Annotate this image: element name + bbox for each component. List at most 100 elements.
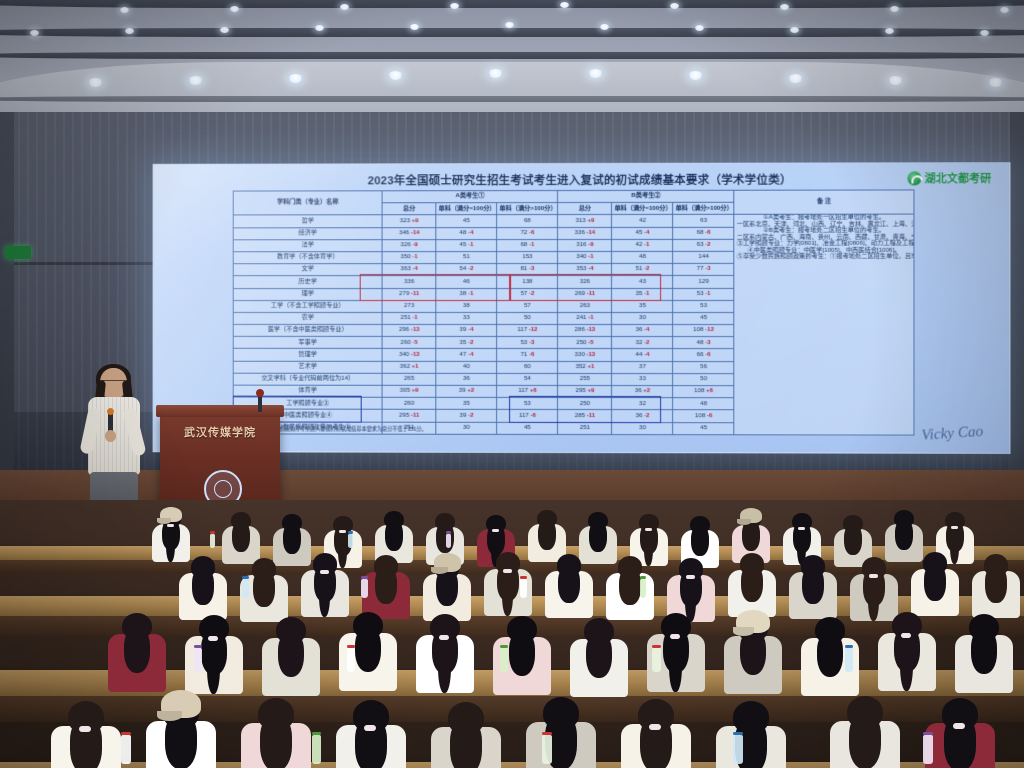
wendu-logo-icon — [907, 171, 922, 186]
bottle-cap — [346, 645, 355, 648]
cap-brim — [157, 518, 172, 524]
cell-a-single100: 47 -4 — [436, 348, 497, 362]
cell-a-single-over100: 81 -3 — [496, 263, 558, 276]
cell-subject: 理学 — [233, 288, 383, 301]
audience-ponytail — [338, 530, 347, 568]
audience-member — [606, 556, 661, 642]
cell-a-total: 363 -4 — [382, 263, 437, 276]
downlight-icon — [788, 73, 803, 83]
audience-member — [415, 614, 483, 720]
audience-member — [335, 700, 417, 768]
downlight-icon — [670, 3, 679, 10]
cell-b-total: 250 -5 — [557, 336, 612, 349]
audience-member — [240, 698, 322, 768]
audience-long-hair — [924, 563, 946, 602]
slide-header: 2023年全国硕士研究生招生考试考生进入复试的初试成绩基本要求（学术学位类） 湖… — [161, 169, 1001, 190]
cell-b-total: 241 -1 — [557, 312, 612, 325]
water-bottle — [194, 648, 203, 672]
cell-b-total: 326 — [557, 275, 612, 289]
downlight-icon — [315, 25, 324, 32]
audience-member — [728, 553, 783, 639]
cell-b-single-over100: 63 — [673, 214, 735, 227]
wall-side-panel-right — [1010, 112, 1024, 532]
audience-ponytail — [950, 526, 959, 564]
cell-a-single100: 40 — [436, 361, 497, 374]
table-row: 哲学 323 +9 45 68 313 +9 42 63 ①A类考生：报考地处一区招生单位的考… — [233, 214, 914, 435]
cell-a-single-over100: 53 -3 — [496, 336, 558, 349]
audience-member — [545, 554, 600, 640]
bottle-cap — [845, 645, 854, 648]
cell-a-total: 305 +9 — [382, 385, 437, 398]
table-group-header-row: 学科门类（专业）名称 A类考生① B类考生② 备 注 — [233, 189, 914, 216]
audience-long-hair — [691, 525, 709, 556]
audience-long-hair — [619, 567, 641, 606]
cell-b-single-over100: 53 -1 — [673, 287, 735, 301]
cell-a-single100: 48 -4 — [436, 227, 497, 240]
slide-title: 2023年全国硕士研究生招生考试考生进入复试的初试成绩基本要求（学术学位类） — [367, 174, 792, 188]
cell-a-total: 340 -13 — [382, 348, 437, 362]
cell-a-single100: 30 — [436, 421, 497, 435]
audience-long-hair — [585, 632, 613, 679]
downlight-icon — [340, 4, 349, 11]
header-b-s1: 单科（满分=100分） — [611, 202, 674, 215]
downlight-icon — [388, 71, 403, 81]
audience-long-hair — [253, 569, 275, 608]
cell-a-single100: 35 — [436, 397, 497, 410]
audience-long-hair — [354, 626, 382, 673]
downlight-icon — [980, 30, 989, 36]
podium-microphone-icon — [256, 389, 264, 412]
audience-member — [430, 702, 512, 768]
cell-a-single-over100: 57 — [496, 300, 558, 313]
cell-a-single100: 36 — [436, 373, 497, 386]
cell-a-single-over100: 68 — [496, 214, 558, 228]
downlight-icon — [1000, 6, 1009, 13]
audience-member — [884, 510, 929, 580]
audience-member — [527, 510, 572, 580]
cell-a-single-over100: 138 — [496, 275, 558, 289]
water-bottle — [346, 648, 355, 672]
bottle-cap — [520, 576, 527, 579]
downlight-icon — [188, 75, 203, 85]
audience-long-hair — [849, 713, 881, 768]
cell-b-total: 286 -13 — [557, 324, 612, 337]
cell-subject: 经济学 — [233, 227, 383, 240]
audience-long-hair — [558, 565, 580, 604]
audience-long-hair — [741, 564, 763, 603]
audience-long-hair — [739, 629, 767, 676]
water-bottle — [361, 579, 368, 598]
downlight-icon — [560, 2, 569, 8]
audience-ponytail — [797, 527, 806, 565]
audience-long-hair — [816, 631, 844, 678]
bottle-cap — [499, 645, 508, 648]
cell-a-single100: 38 -1 — [436, 288, 497, 301]
cell-a-total: 346 -14 — [382, 227, 437, 240]
cell-b-total: 263 — [557, 300, 612, 313]
audience-long-hair — [742, 520, 760, 551]
audience-long-hair — [589, 521, 607, 552]
handheld-microphone-icon — [107, 408, 114, 434]
audience-member — [423, 553, 478, 643]
downlight-icon — [450, 3, 459, 10]
cell-b-single100: 37 — [611, 361, 674, 374]
desk-row — [0, 762, 1024, 768]
audience-long-hair — [508, 630, 536, 677]
audience-ponytail — [491, 529, 500, 567]
audience-member — [800, 617, 868, 723]
audience-member — [877, 612, 945, 718]
hair-tie — [686, 575, 695, 579]
water-bottle — [845, 648, 854, 672]
cap-brim — [430, 566, 448, 575]
audience-member — [301, 553, 356, 639]
cell-a-single-over100: 117 +6 — [496, 385, 558, 398]
cell-b-total: 340 -1 — [557, 251, 612, 264]
cell-b-total: 269 -11 — [557, 287, 612, 301]
hair-tie — [438, 635, 450, 640]
audience-member — [620, 699, 702, 768]
cell-subject: 医学（不含中医类照顾专业） — [233, 324, 383, 337]
header-b-s2: 单科（满分>100分） — [673, 202, 735, 215]
hair-tie — [669, 634, 681, 639]
cell-b-single-over100: 45 — [673, 422, 735, 435]
cell-subject: 军事学 — [233, 336, 383, 349]
cell-a-total: 296 -13 — [382, 324, 437, 337]
